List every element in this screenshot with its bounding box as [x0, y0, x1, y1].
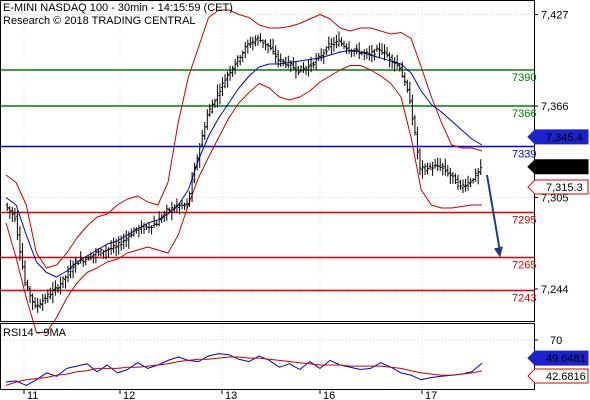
level-label-7390: 7390 [512, 72, 536, 84]
x-tick-label: 17 [425, 390, 437, 400]
level-label-7265: 7265 [512, 260, 536, 272]
price-tag-2-label: 7,315.3 [546, 182, 583, 194]
x-tick-label: 13 [225, 390, 237, 400]
price-tag-2: 7,315.3 [527, 179, 589, 195]
price-tag-0-label: 7,345.4 [546, 132, 583, 144]
price-tag-1-shape [527, 159, 589, 175]
level-label-7295: 7295 [512, 215, 536, 227]
chart-title: E-MINI NASDAQ 100 - 30min - 14:15:59 (CE… [3, 2, 233, 14]
chart-subtitle: Research © 2018 TRADING CENTRAL [3, 15, 196, 27]
rsi-tag-1-label: 42.6816 [546, 371, 586, 383]
rsi-tag-1: 42.6816 [527, 368, 589, 384]
value-tags: 7,345.4 7,323.5 7,315.3 49.6481 42.6816 [527, 129, 589, 384]
x-tick-label: 11 [27, 390, 38, 400]
y-tick-label: 7,305 [541, 193, 569, 205]
level-label-7243: 7243 [512, 293, 536, 305]
price-tag-0: 7,345.4 [527, 129, 589, 145]
y-tick-label: 7,366 [541, 101, 569, 113]
rsi-tag-0: 49.6481 [527, 350, 589, 366]
price-tag-2-shape [527, 179, 589, 195]
y-axis: 7,427 7,366 7,305 7,244 70 [534, 10, 569, 347]
moving-average [5, 50, 483, 278]
level-label-7366: 7366 [512, 108, 536, 120]
upper-band-line [5, 9, 483, 269]
x-tick-label: 16 [323, 390, 335, 400]
price-tag-1: 7,323.5 [527, 159, 589, 175]
price-bars [5, 31, 483, 313]
x-axis: 11 12 13 16 17 [23, 390, 437, 400]
rsi-tag-0-label: 49.6481 [546, 353, 586, 365]
lower-band-line [5, 65, 482, 333]
x-tick-label: 12 [123, 390, 135, 400]
rsi-series-1 [5, 356, 483, 386]
grid [1, 1, 534, 390]
level-label-7339: 7339 [512, 149, 536, 161]
level-lines: 7390 7366 7339 7295 7265 7243 [1, 69, 536, 305]
rsi-tag-1-shape [527, 368, 589, 384]
moving-average-line [5, 50, 483, 278]
y-tick-label: 7,427 [541, 10, 569, 22]
rsi-y-tick-label: 70 [550, 335, 562, 347]
rsi-series-0 [5, 353, 483, 386]
y-tick-label: 7,244 [541, 284, 569, 296]
rsi-title: RSI14 - 9MA [3, 327, 67, 339]
rsi-lines [5, 353, 483, 386]
bollinger-bands [5, 9, 483, 333]
price-tag-1-label: 7,323.5 [546, 162, 583, 174]
projection-arrow-head [494, 246, 503, 258]
projection-arrow-shaft [486, 174, 501, 252]
rsi-panel-frame [0, 323, 535, 390]
projection-arrow [486, 174, 503, 258]
main-panel-frame [0, 0, 535, 322]
rsi-tag-0-shape [527, 350, 589, 366]
price-tag-0-shape [527, 129, 589, 145]
